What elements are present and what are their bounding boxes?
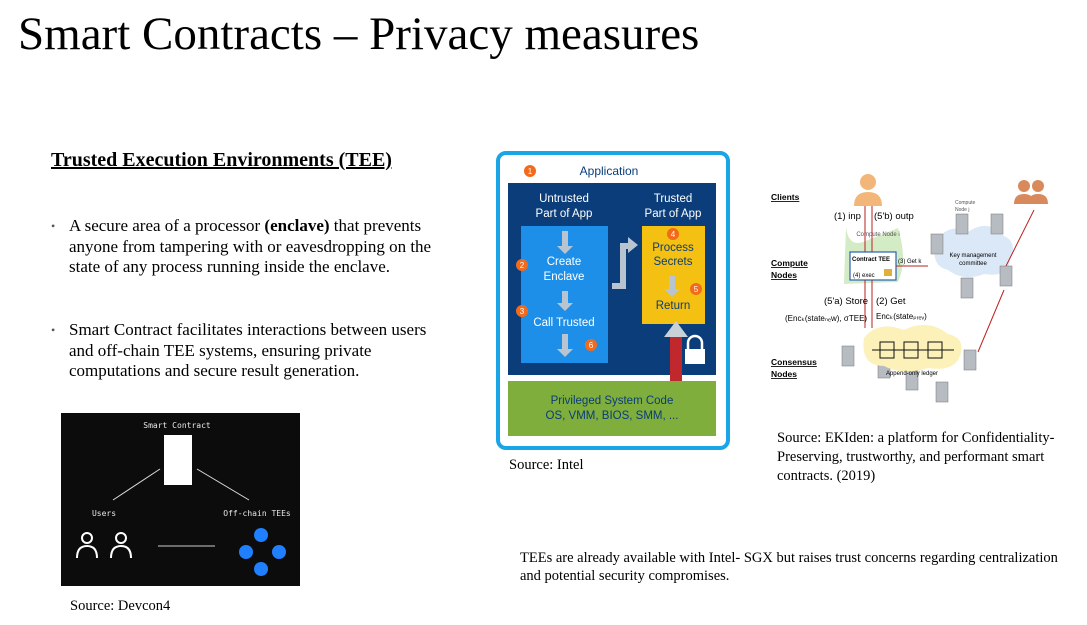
devcon-diagram: Smart Contract Users Off-chain TEEs [61,413,300,586]
contract-tee-label: Contract TEE [852,257,890,263]
footnote: TEEs are already available with Intel- S… [520,550,1058,584]
connector-line [196,468,250,501]
enc-new-label: (Encₖ(stateₙₑw), σTEE) [785,314,867,323]
compute-node-j-label: Compute [955,200,976,206]
up-arrow-icon [664,321,688,337]
ekiden-diagram: Clients Compute Nodes Consensus Nodes (1… [768,170,1070,415]
bullet-item: • Smart Contract facilitates interaction… [51,320,443,382]
enc-prev-label: Encₖ(stateₚᵣₑᵥ) [876,312,927,321]
consensus-nodes-label: Nodes [771,369,797,379]
key-management-label: committee [959,261,987,267]
inp-label: (1) inp [834,211,861,222]
compute-nodes-label: Nodes [771,270,797,280]
privileged-area [508,381,716,436]
devcon-users-label: Users [92,509,116,518]
source-devcon: Source: Devcon4 [70,598,171,614]
step-number: 1 [528,167,533,176]
secrets-label: Secrets [654,256,693,268]
enclave-label: Enclave [544,271,585,283]
trusted-box [642,226,705,324]
flow-arrows [557,231,680,357]
page-title: Smart Contracts – Privacy measures [18,8,700,60]
process-label: Process [652,242,694,254]
get-label: (2) Get [876,296,906,307]
return-label: Return [656,300,691,312]
outp-label: (5'b) outp [874,211,914,222]
key-committee-users-icon [1014,180,1048,204]
store-label: (5'a) Store [824,296,868,307]
step-badge-1 [524,165,536,177]
smart-contract-block [164,435,192,485]
user-icon [76,532,98,559]
bullet-text-pre: Smart Contract facilitates interactions … [69,320,427,380]
server-icons [841,213,1013,403]
create-label: Create [547,256,582,268]
arrow-line [1005,209,1035,267]
source-ekiden: Source: EKIden: a platform for Confident… [777,430,1055,484]
user-icon [110,532,132,559]
consensus-nodes-label: Consensus [771,357,817,367]
key-management-cloud [934,225,1013,278]
step-number: 5 [694,285,699,294]
red-barrier [670,333,682,388]
intel-application-label: Application [580,164,639,178]
step-number: 2 [520,261,525,270]
untrusted-part-label: Part of App [536,208,593,220]
bullet-dot-icon: • [51,219,56,233]
trusted-label: Trusted [654,193,693,205]
devcon-smart-contract-label: Smart Contract [143,421,211,430]
call-trusted-label: Call Trusted [533,317,594,329]
os-label: OS, VMM, BIOS, SMM, ... [546,410,679,422]
clients-label: Clients [771,192,800,202]
bullet-text-post: that prevents anyone from tampering with… [69,216,432,276]
bullet-text: Smart Contract facilitates interactions … [51,320,443,382]
lock-icon [685,334,705,364]
ledger-cloud [863,324,962,372]
step-badges: 2 3 4 5 6 [516,228,702,351]
connector-line [112,468,161,501]
bullet-text: A secure area of a processor (enclave) t… [51,216,443,278]
intel-sgx-diagram: 1 Application Untrusted Part of App Trus… [496,151,730,451]
bullet-item: • A secure area of a processor (enclave)… [51,216,443,278]
compute-node-j-label: Node j [955,207,969,213]
privileged-label: Privileged System Code [551,395,674,407]
ledger-blocks-icon [872,341,954,359]
compute-node-i-label: Compute Node i [856,232,899,238]
bullet-text-bold: (enclave) [264,216,330,235]
ledger-label: Append-only ledger [886,371,938,377]
devcon-tees-label: Off-chain TEEs [223,509,291,518]
step-number: 4 [671,230,676,239]
source-intel: Source: Intel [509,457,584,473]
exec-label: (4) exec [853,273,875,279]
section-heading: Trusted Execution Environments (TEE) [51,149,392,171]
arrow-line [977,289,1005,353]
tee-nodes-icon [239,528,286,576]
step-number: 3 [520,307,525,316]
bullet-dot-icon: • [51,323,56,337]
untrusted-label: Untrusted [539,193,589,205]
step-number: 6 [589,341,594,350]
getk-label: (3) Get k [898,259,922,265]
compute-nodes-label: Compute [771,258,808,268]
bullet-text-pre: A secure area of a processor [69,216,265,235]
client-user-icon [854,174,882,206]
key-management-label: Key management [949,253,996,259]
lock-icon [884,269,892,276]
trusted-part-label: Part of App [645,208,702,220]
